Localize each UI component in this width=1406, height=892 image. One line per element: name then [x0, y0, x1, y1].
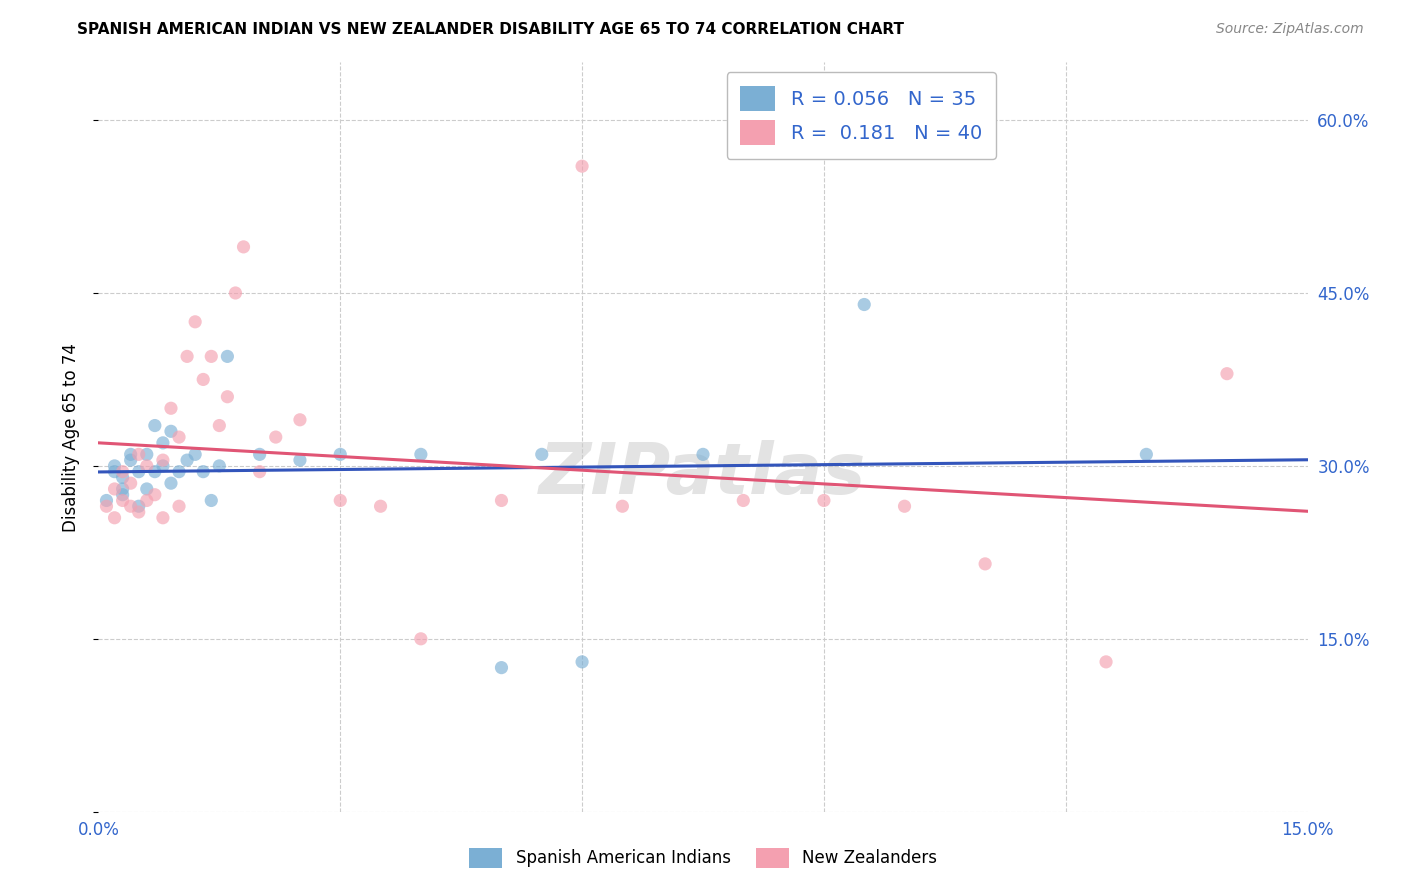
Point [974, 557, 997, 571]
Point [167, 430, 190, 444]
Point [111, 482, 134, 496]
Point [208, 458, 231, 473]
Point [103, 458, 125, 473]
Point [160, 425, 183, 439]
Point [370, 500, 392, 514]
Point [184, 447, 207, 461]
Point [111, 493, 134, 508]
Point [120, 500, 142, 514]
Point [288, 413, 311, 427]
Point [128, 447, 150, 461]
Point [1216, 367, 1239, 381]
Point [1135, 447, 1157, 461]
Point [135, 482, 157, 496]
Text: ZIPatlas: ZIPatlas [540, 440, 866, 509]
Point [111, 488, 134, 502]
Point [152, 435, 174, 450]
Point [135, 447, 157, 461]
Point [184, 315, 207, 329]
Point [571, 655, 593, 669]
Point [128, 465, 150, 479]
Legend: Spanish American Indians, New Zealanders: Spanish American Indians, New Zealanders [463, 841, 943, 875]
Point [152, 510, 174, 524]
Point [264, 430, 287, 444]
Point [103, 482, 125, 496]
Point [152, 458, 174, 473]
Point [167, 500, 190, 514]
Point [152, 453, 174, 467]
Point [288, 453, 311, 467]
Point [200, 493, 222, 508]
Point [491, 660, 513, 674]
Point [176, 453, 198, 467]
Point [571, 159, 593, 173]
Point [96, 500, 118, 514]
Point [111, 470, 134, 484]
Point [329, 493, 352, 508]
Point [135, 493, 157, 508]
Point [128, 505, 150, 519]
Point [530, 447, 553, 461]
Point [160, 476, 183, 491]
Point [103, 465, 125, 479]
Point [249, 447, 271, 461]
Point [120, 476, 142, 491]
Point [120, 447, 142, 461]
Point [893, 500, 915, 514]
Point [143, 488, 166, 502]
Point [224, 285, 246, 300]
Point [176, 350, 198, 364]
Point [200, 350, 222, 364]
Point [733, 493, 755, 508]
Point [409, 632, 432, 646]
Point [160, 401, 183, 416]
Text: Source: ZipAtlas.com: Source: ZipAtlas.com [1216, 22, 1364, 37]
Legend: R = 0.056   N = 35, R =  0.181   N = 40: R = 0.056 N = 35, R = 0.181 N = 40 [727, 72, 995, 159]
Point [120, 453, 142, 467]
Point [143, 465, 166, 479]
Point [491, 493, 513, 508]
Point [217, 390, 239, 404]
Point [217, 350, 239, 364]
Point [103, 510, 125, 524]
Point [111, 465, 134, 479]
Point [409, 447, 432, 461]
Point [208, 418, 231, 433]
Point [249, 465, 271, 479]
Point [135, 458, 157, 473]
Point [232, 240, 254, 254]
Point [96, 493, 118, 508]
Y-axis label: Disability Age 65 to 74: Disability Age 65 to 74 [62, 343, 80, 532]
Point [612, 500, 634, 514]
Point [128, 500, 150, 514]
Point [167, 465, 190, 479]
Point [193, 465, 215, 479]
Point [143, 418, 166, 433]
Point [329, 447, 352, 461]
Point [692, 447, 714, 461]
Point [193, 372, 215, 386]
Point [1095, 655, 1118, 669]
Point [813, 493, 835, 508]
Text: SPANISH AMERICAN INDIAN VS NEW ZEALANDER DISABILITY AGE 65 TO 74 CORRELATION CHA: SPANISH AMERICAN INDIAN VS NEW ZEALANDER… [77, 22, 904, 37]
Point [853, 297, 876, 311]
